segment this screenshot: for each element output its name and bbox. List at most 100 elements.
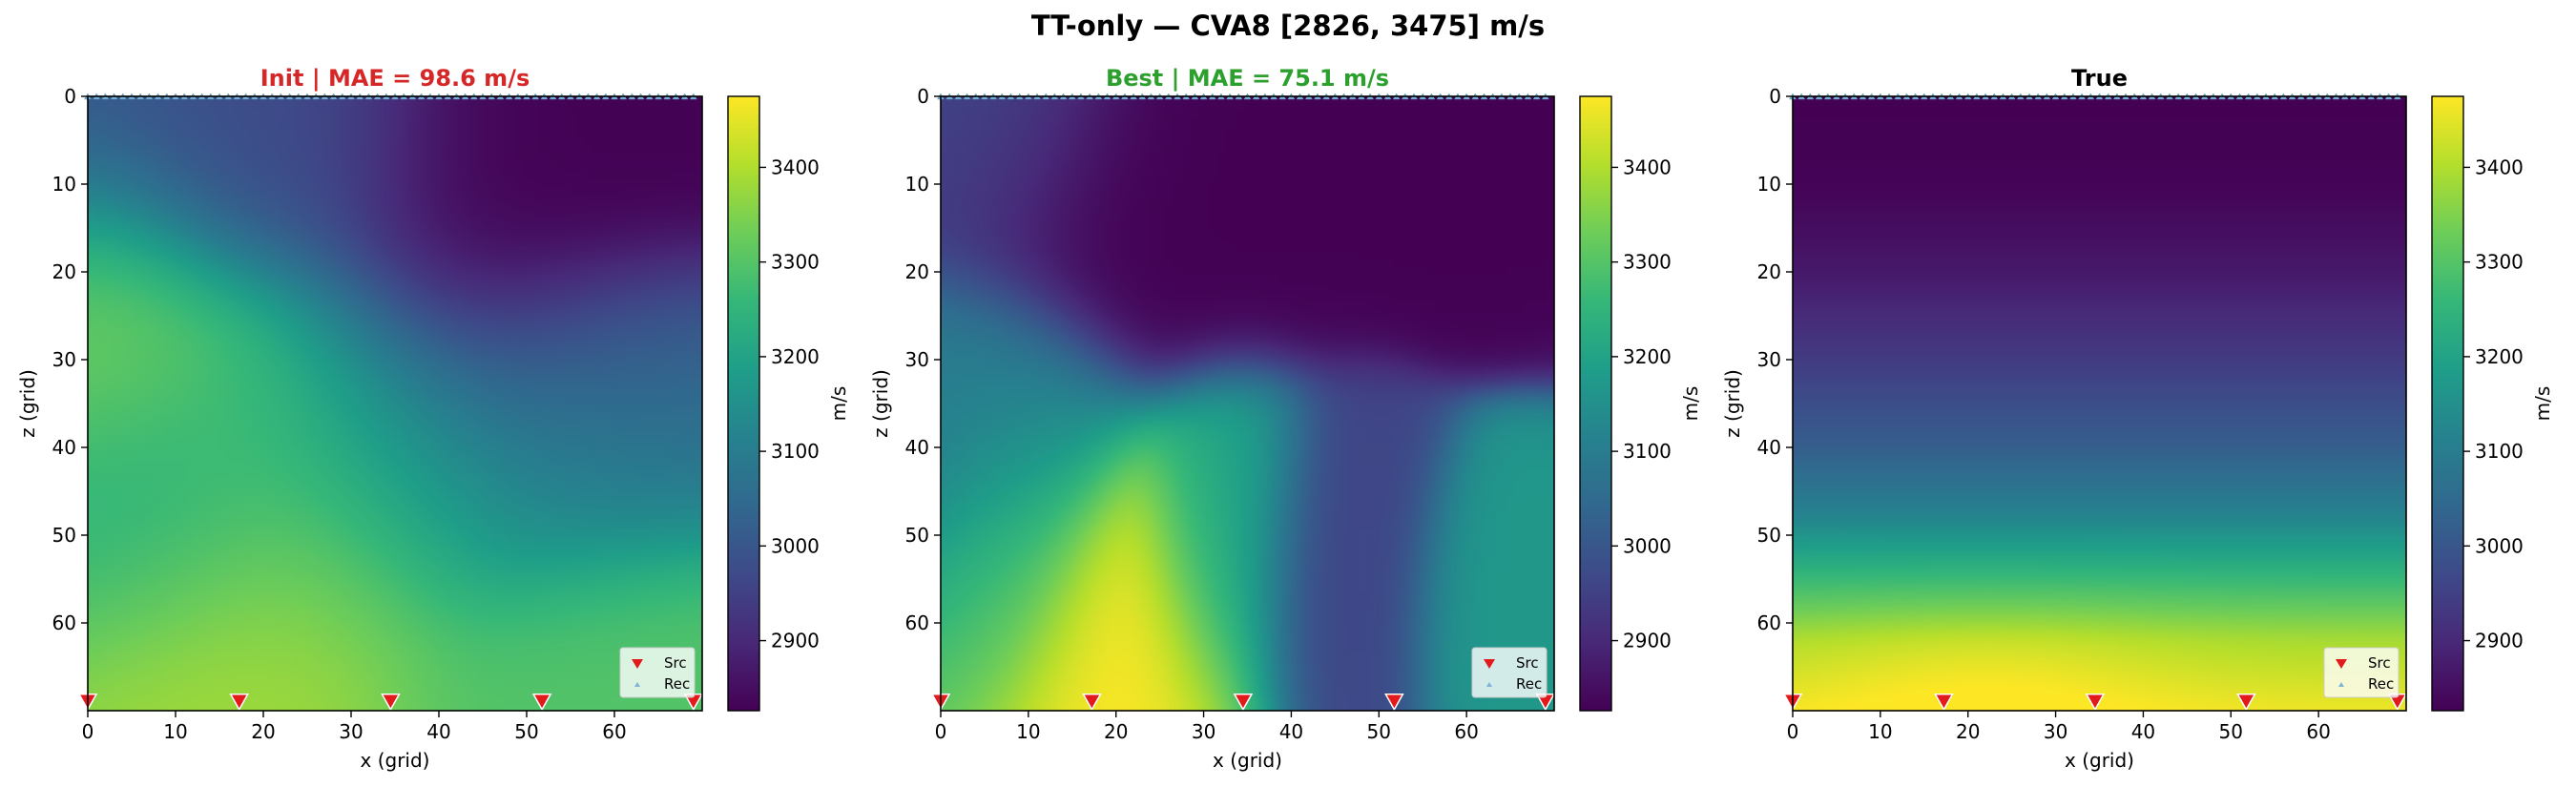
x-axis-label: x (grid) <box>2065 749 2134 772</box>
colorbar-tick-label: 3400 <box>2475 155 2524 178</box>
panel-1: Init | MAE = 98.6 m/s 0 10 20 30 40 50 60 0 10 20 3… <box>16 65 850 772</box>
legend-src-marker <box>1484 659 1495 669</box>
y-tick-label: 30 <box>1757 348 1781 371</box>
x-tick-label: 40 <box>2131 720 2155 743</box>
legend-rec-label: Rec <box>1516 675 1542 693</box>
legend-src-label: Src <box>2368 654 2391 672</box>
y-axis-label: z (grid) <box>869 369 892 438</box>
y-tick-label: 60 <box>1757 611 1781 634</box>
colorbar <box>1579 95 1612 712</box>
legend-rec-marker <box>634 682 640 687</box>
y-tick-label: 20 <box>52 260 76 283</box>
y-tick-label: 10 <box>1757 173 1781 196</box>
y-axis-label: z (grid) <box>1721 369 1744 438</box>
colorbar-label: m/s <box>1679 386 1702 422</box>
y-tick-label: 10 <box>905 173 929 196</box>
colorbar-tick-label: 3400 <box>1623 155 1672 178</box>
colorbar-tick-label: 3100 <box>771 440 820 463</box>
velocity-heatmap <box>88 96 702 711</box>
colorbar-tick-label: 3000 <box>771 534 820 557</box>
x-tick-label: 0 <box>82 720 94 743</box>
colorbar-tick-label: 3200 <box>1623 345 1672 368</box>
source-marker <box>1384 694 1404 712</box>
y-tick-label: 60 <box>905 611 929 634</box>
panel-3: True 0 10 20 30 40 50 60 0 10 20 30 40 50 60 x (grid) z … <box>1721 65 2554 772</box>
colorbar-tick-label: 3100 <box>2475 440 2524 463</box>
x-tick-label: 0 <box>935 720 947 743</box>
colorbar <box>2431 95 2464 712</box>
colorbar-label: m/s <box>827 386 850 422</box>
legend-src-label: Src <box>1516 654 1539 672</box>
source-marker <box>531 694 552 712</box>
source-marker <box>381 694 401 712</box>
x-tick-label: 60 <box>2306 720 2330 743</box>
x-tick-label: 20 <box>1104 720 1128 743</box>
y-tick-label: 30 <box>905 348 929 371</box>
colorbar-tick-label: 3000 <box>2475 534 2524 557</box>
x-tick-label: 40 <box>426 720 450 743</box>
colorbar-tick-label: 2900 <box>1623 630 1672 652</box>
x-tick-label: 60 <box>1454 720 1478 743</box>
source-marker <box>1233 694 1254 712</box>
y-tick-label: 40 <box>1757 436 1781 459</box>
y-tick-label: 50 <box>1757 524 1781 547</box>
colorbar-tick-label: 2900 <box>2475 630 2524 652</box>
colorbar-tick-label: 3400 <box>771 155 820 178</box>
colorbar-tick-label: 3300 <box>771 251 820 274</box>
colorbar-tick-label: 3300 <box>2475 251 2524 274</box>
axes-frame <box>87 95 703 712</box>
panel-2: Best | MAE = 75.1 m/s 0 10 20 30 40 50 60 0 10 20 3… <box>869 65 1702 772</box>
source-marker <box>229 694 249 712</box>
y-tick-label: 20 <box>1757 260 1781 283</box>
x-tick-label: 0 <box>1787 720 1799 743</box>
x-tick-label: 10 <box>163 720 187 743</box>
velocity-heatmap <box>1793 96 2406 711</box>
colorbar-tick-label: 3200 <box>2475 345 2524 368</box>
panel-title: Best | MAE = 75.1 m/s <box>1106 65 1389 92</box>
x-axis-label: x (grid) <box>361 749 430 772</box>
colorbar-tick-label: 3000 <box>1623 534 1672 557</box>
y-tick-label: 10 <box>52 173 76 196</box>
x-tick-label: 40 <box>1279 720 1303 743</box>
y-tick-label: 40 <box>905 436 929 459</box>
source-marker <box>1934 694 1954 712</box>
colorbar <box>727 95 760 712</box>
axes-frame <box>1792 95 2407 712</box>
source-marker <box>2085 694 2106 712</box>
figure-title: TT-only — CVA8 [2826, 3475] m/s <box>1030 10 1546 42</box>
legend-rec-marker <box>2338 682 2344 687</box>
x-tick-label: 50 <box>514 720 538 743</box>
x-tick-label: 10 <box>1868 720 1892 743</box>
x-tick-label: 50 <box>1367 720 1391 743</box>
legend-src-marker <box>632 659 643 669</box>
x-tick-label: 20 <box>251 720 275 743</box>
y-tick-label: 0 <box>917 85 929 108</box>
x-tick-label: 20 <box>1956 720 1980 743</box>
source-marker <box>2236 694 2256 712</box>
y-tick-label: 60 <box>52 611 76 634</box>
axes-frame <box>940 95 1555 712</box>
source-marker <box>1082 694 1102 712</box>
colorbar-tick-label: 3200 <box>771 345 820 368</box>
y-tick-label: 0 <box>1769 85 1781 108</box>
panel-title: Init | MAE = 98.6 m/s <box>260 65 530 92</box>
legend-rec-label: Rec <box>664 675 690 693</box>
x-tick-label: 30 <box>1192 720 1215 743</box>
y-tick-label: 40 <box>52 436 76 459</box>
x-tick-label: 30 <box>2044 720 2067 743</box>
x-tick-label: 10 <box>1016 720 1040 743</box>
x-tick-label: 30 <box>339 720 363 743</box>
legend-rec-label: Rec <box>2368 675 2394 693</box>
colorbar-tick-label: 3100 <box>1623 440 1672 463</box>
colorbar-tick-label: 2900 <box>771 630 820 652</box>
y-tick-label: 50 <box>905 524 929 547</box>
colorbar-tick-label: 3300 <box>1623 251 1672 274</box>
y-tick-label: 20 <box>905 260 929 283</box>
colorbar-label: m/s <box>2531 386 2554 422</box>
velocity-heatmap <box>941 96 1554 711</box>
y-axis-label: z (grid) <box>16 369 39 438</box>
x-tick-label: 50 <box>2219 720 2243 743</box>
x-axis-label: x (grid) <box>1213 749 1282 772</box>
legend-src-marker <box>2336 659 2347 669</box>
